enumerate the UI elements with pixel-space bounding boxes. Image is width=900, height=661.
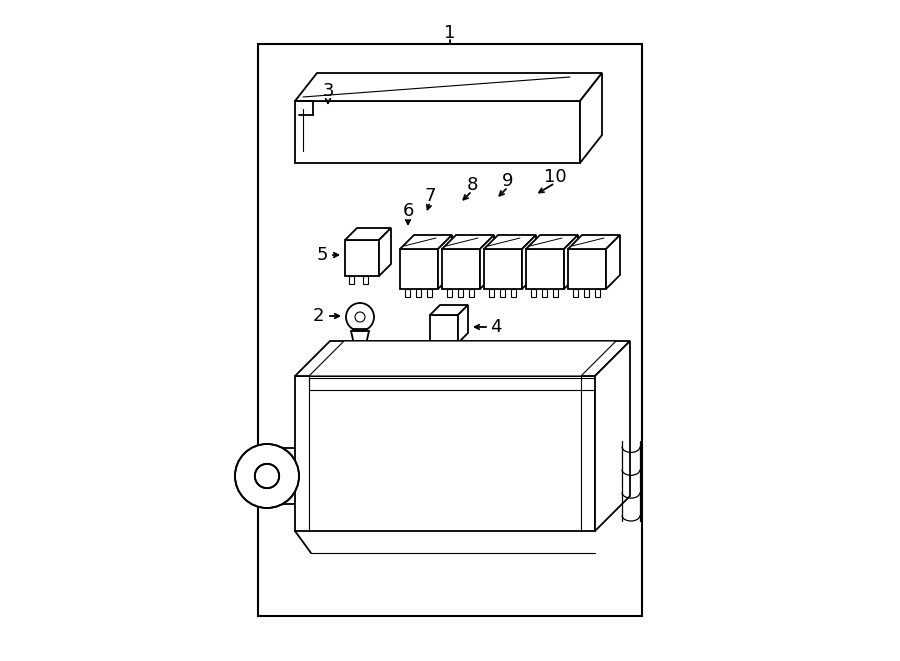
Bar <box>258 44 642 616</box>
Text: 7: 7 <box>424 187 436 205</box>
Polygon shape <box>595 341 630 531</box>
Text: 10: 10 <box>544 168 566 186</box>
Polygon shape <box>351 331 369 363</box>
Bar <box>595 289 600 297</box>
Polygon shape <box>458 305 468 343</box>
Text: 6: 6 <box>402 202 414 220</box>
Bar <box>568 249 606 289</box>
Text: 1: 1 <box>445 24 455 42</box>
Polygon shape <box>526 235 578 249</box>
Text: 8: 8 <box>466 176 478 194</box>
Bar <box>405 289 410 297</box>
Text: 3: 3 <box>322 82 334 100</box>
Circle shape <box>235 444 299 508</box>
Text: 2: 2 <box>312 307 324 325</box>
Polygon shape <box>580 73 602 163</box>
Bar <box>584 289 589 297</box>
Bar <box>553 289 558 297</box>
Bar <box>295 101 580 163</box>
Bar <box>349 276 354 284</box>
Polygon shape <box>430 305 468 315</box>
Text: 5: 5 <box>316 246 328 264</box>
Polygon shape <box>295 341 630 376</box>
Polygon shape <box>309 341 616 376</box>
Bar <box>430 315 458 343</box>
Text: 9: 9 <box>502 172 514 190</box>
Bar <box>447 289 452 297</box>
Polygon shape <box>257 448 317 504</box>
Bar <box>542 289 547 297</box>
Polygon shape <box>295 73 602 101</box>
Bar <box>416 289 421 297</box>
Bar <box>309 378 616 390</box>
Polygon shape <box>564 235 578 289</box>
Bar <box>442 249 480 289</box>
Bar <box>500 289 505 297</box>
Bar <box>400 249 438 289</box>
Bar <box>511 289 516 297</box>
Polygon shape <box>379 228 391 276</box>
Bar <box>531 289 536 297</box>
Text: 4: 4 <box>491 318 502 336</box>
Bar <box>458 289 463 297</box>
Polygon shape <box>480 235 494 289</box>
Polygon shape <box>438 235 452 289</box>
Polygon shape <box>400 235 452 249</box>
Circle shape <box>255 464 279 488</box>
Polygon shape <box>484 235 536 249</box>
Bar <box>363 276 368 284</box>
Bar <box>526 249 564 289</box>
Polygon shape <box>442 235 494 249</box>
Bar <box>489 289 494 297</box>
Polygon shape <box>522 235 536 289</box>
Bar <box>484 249 522 289</box>
Bar <box>427 289 432 297</box>
Polygon shape <box>568 235 620 249</box>
Bar <box>295 376 595 531</box>
Bar <box>345 240 379 276</box>
Polygon shape <box>606 235 620 289</box>
Polygon shape <box>345 228 391 240</box>
Bar <box>573 289 578 297</box>
Bar <box>469 289 474 297</box>
